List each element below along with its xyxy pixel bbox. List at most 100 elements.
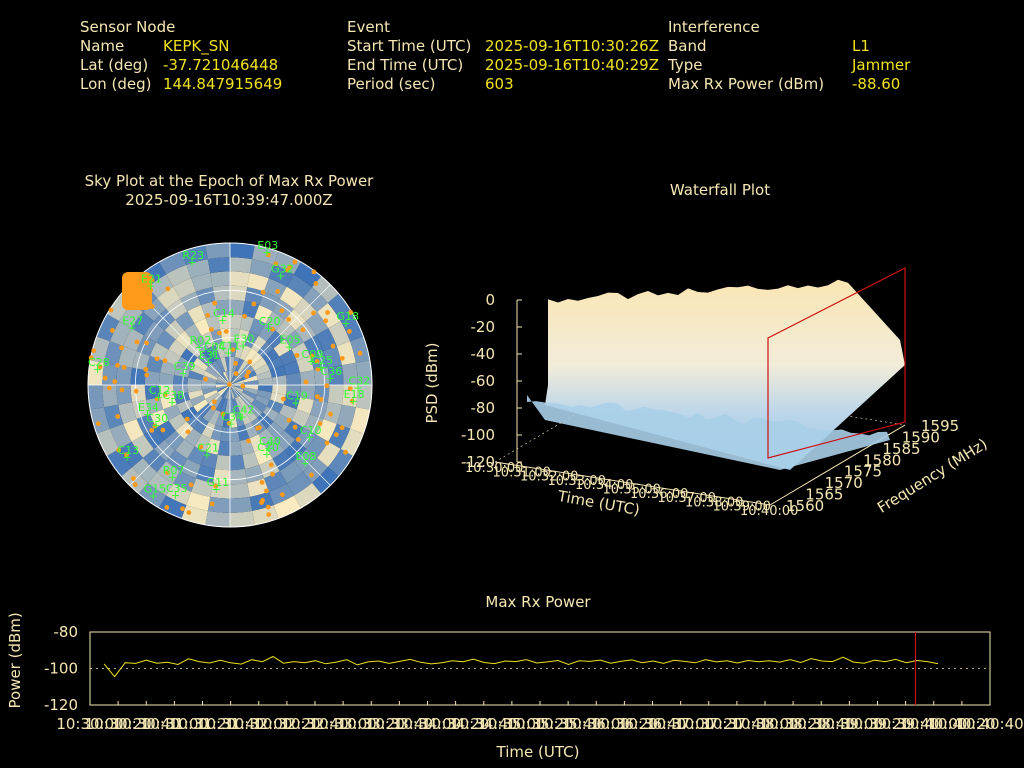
satellite-label: E05 [280,334,301,347]
sky-cell [202,348,216,364]
sky-cell [208,409,221,426]
max-rx-xtick-label: 10:31:20 [169,715,236,733]
sky-cell [90,336,110,363]
satellite-marker: + [127,322,136,335]
sky-cell [270,392,286,405]
sky-cell [166,264,192,287]
sky-cell [149,342,169,361]
satellite-marker: + [179,367,188,380]
time-tick-label: 10:34:00 [575,478,633,493]
satellite-label: C12 [149,384,171,397]
max-rx-xtick-label: 10:34:20 [422,715,489,733]
sky-cell [193,357,209,371]
time-tick-label: 10:31:00 [493,465,551,480]
interference-point [260,497,265,503]
sky-cell [268,264,294,287]
interference-point [226,421,232,426]
interference-point [121,365,127,370]
sky-cell [230,385,240,398]
interference-point [286,317,292,322]
sky-cell [173,375,189,385]
satellite-marker: + [264,442,273,455]
time-tick-label: 10:30:00 [465,461,523,476]
sky-cell [283,360,300,376]
satellite-label: C28 [88,356,110,369]
max-rx-xtick-label: 10:34:00 [394,715,461,733]
interference-point [112,379,118,384]
interference-point [324,440,330,446]
sky-cell [230,370,233,385]
sky-cell [180,348,198,364]
interference-point [165,470,170,476]
satellite-marker: + [285,341,294,354]
interference-point [108,307,114,313]
sky-cell [207,257,230,274]
interference-point [95,421,101,427]
sky-cell [102,385,119,408]
sky-cell [355,360,372,385]
sky-cell [230,377,244,385]
satellite-marker: + [149,489,158,502]
interference-point [211,399,217,405]
sky-cell [254,304,273,324]
sky-cell [237,395,249,410]
sky-cell [123,418,144,442]
interference-point [294,352,300,358]
sky-cell [132,399,150,419]
interference-point [311,269,317,275]
satellite-label: C14 [213,307,235,320]
max-rx-xtick-label: 10:36:40 [619,715,686,733]
sky-cell [163,349,181,366]
sky-cell [279,286,304,309]
sky-cell [144,385,161,400]
interference-point [91,348,97,354]
max-rx-ytick-label: -120 [44,696,78,714]
sky-cell [230,271,250,288]
sky-cell [131,311,154,336]
interference-point [184,416,190,422]
sky-cell [340,314,364,342]
sky-cell [207,496,230,513]
interference-point [211,405,216,411]
interference-point [265,504,271,510]
satellite-label: C11 [219,339,241,352]
sky-cell [295,321,317,343]
sky-cell [187,446,206,466]
interference-point [260,289,266,295]
sky-cell [310,399,328,419]
interference-point [256,425,262,430]
sky-cell [262,348,280,364]
interference-point [279,492,285,497]
sky-cell [143,321,165,343]
sky-cell [295,427,317,449]
sky-cell [230,385,244,393]
sky-cell [201,421,216,439]
max-rx-label: Max Rx Power (dBm) [668,75,825,93]
sensor-node-title: Sensor Node [80,18,176,36]
interference-point [292,259,298,265]
sky-cell [252,505,279,525]
sky-cell [166,483,192,506]
time-tick-label: 10:36:00 [630,487,688,502]
sky-cell [123,328,144,352]
max-rx-xtick-label: 10:33:40 [366,715,433,733]
sky-cell [239,344,252,361]
max-rx-xtick-label: 10:40:00 [900,715,967,733]
interference-point [339,425,345,431]
sky-cell [323,346,342,368]
sky-cell [230,385,244,390]
sky-cell [256,389,272,400]
sky-cell [174,392,190,405]
interference-point [220,411,226,417]
interference-point [357,350,363,356]
freq-tick-label: 1575 [844,463,882,481]
satellite-label: E08 [296,450,317,463]
interference-point [106,385,112,391]
freq-tick-label: 1560 [786,497,824,515]
sky-cell [242,389,257,400]
max-rx-xlabel: Time (UTC) [496,743,580,761]
sky-cell [230,243,255,260]
max-rx-xtick-label: 10:33:20 [338,715,405,733]
satellite-marker: + [209,348,218,361]
sky-cell [234,343,245,359]
